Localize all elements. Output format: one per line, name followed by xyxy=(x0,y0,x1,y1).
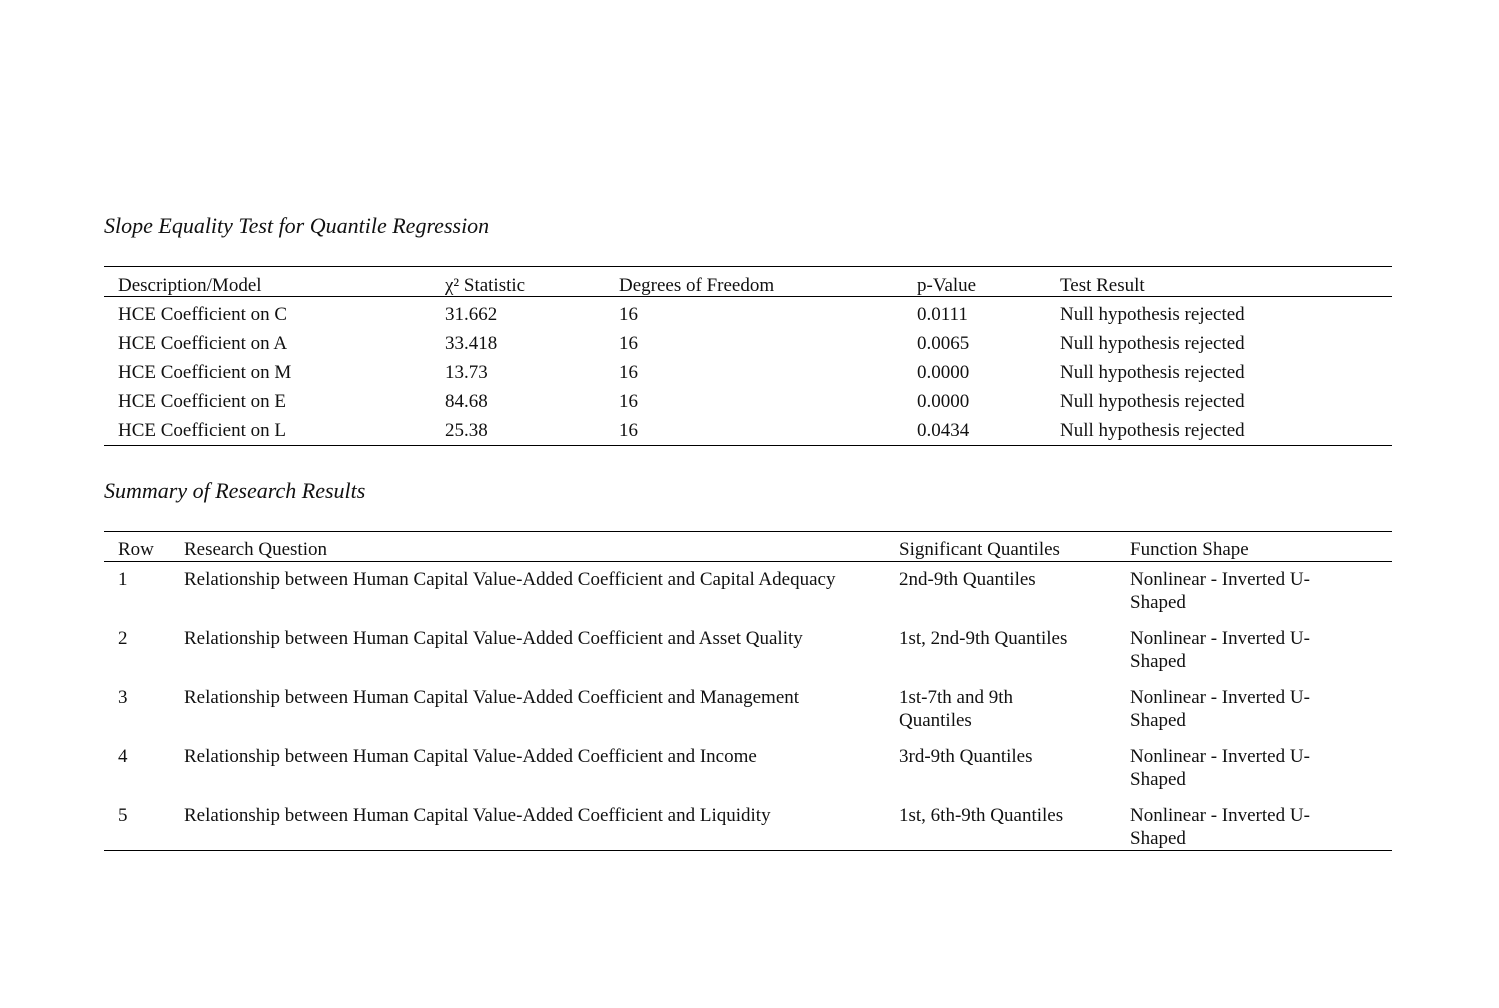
table-row: HCE Coefficient on A 33.418 16 0.0065 Null h… xyxy=(104,329,1392,358)
table-cell: 0.0000 xyxy=(917,391,970,412)
table-cell: 33.418 xyxy=(445,333,498,354)
table-row: 3 Relationship between Human Capital Valu… xyxy=(104,679,1392,738)
table-row: 4 Relationship between Human Capital Valu… xyxy=(104,738,1392,797)
table-cell: 2nd-9th Quantiles xyxy=(899,569,1036,590)
table-row: 5 Relationship between Human Capital Valu… xyxy=(104,797,1392,851)
table-cell: Null hypothesis rejected xyxy=(1060,391,1245,412)
table-cell: Nonlinear - Inverted U-Shaped xyxy=(1130,687,1310,731)
table-cell: 0.0000 xyxy=(917,362,970,383)
table-cell: 16 xyxy=(619,304,638,325)
table-cell: 25.38 xyxy=(445,420,488,441)
table-cell: Relationship between Human Capital Value… xyxy=(184,746,757,767)
column-header: Significant Quantiles xyxy=(899,531,1130,562)
table-cell: 5 xyxy=(118,805,128,826)
table-cell: 2 xyxy=(118,628,128,649)
table-cell: Null hypothesis rejected xyxy=(1060,304,1245,325)
column-header: χ² Statistic xyxy=(445,266,619,297)
column-header: Row xyxy=(104,531,184,562)
slope-equality-table: Description/Model χ² Statistic Degrees o… xyxy=(104,266,1392,446)
table-cell: 3 xyxy=(118,687,128,708)
column-header: Function Shape xyxy=(1130,531,1392,562)
research-summary-table: Row Research Question Significant Quanti… xyxy=(104,531,1392,851)
column-header: Test Result xyxy=(1060,266,1392,297)
table-cell: 0.0434 xyxy=(917,420,970,441)
table-cell: 1st-7th and 9th Quantiles xyxy=(899,687,1013,731)
table-cell: HCE Coefficient on C xyxy=(118,304,288,325)
table-cell: Relationship between Human Capital Value… xyxy=(184,628,803,649)
table-row: HCE Coefficient on M 13.73 16 0.0000 Null hy… xyxy=(104,358,1392,387)
table-cell: 1st, 2nd-9th Quantiles xyxy=(899,628,1068,649)
table-header-row: Description/Model χ² Statistic Degrees o… xyxy=(104,266,1392,297)
table-cell: Nonlinear - Inverted U-Shaped xyxy=(1130,628,1310,672)
table-cell: 16 xyxy=(619,391,638,412)
table-cell: HCE Coefficient on L xyxy=(118,420,286,441)
table-cell: 16 xyxy=(619,333,638,354)
table-cell: 13.73 xyxy=(445,362,488,383)
table-cell: 0.0065 xyxy=(917,333,970,354)
table-cell: 4 xyxy=(118,746,128,767)
table-cell: Relationship between Human Capital Value… xyxy=(184,805,771,826)
table-cell: HCE Coefficient on A xyxy=(118,333,288,354)
table-cell: 31.662 xyxy=(445,304,498,325)
table-cell: HCE Coefficient on M xyxy=(118,362,292,383)
table-cell: 16 xyxy=(619,420,638,441)
table-row: 1 Relationship between Human Capital Valu… xyxy=(104,562,1392,621)
table-header-row: Row Research Question Significant Quanti… xyxy=(104,531,1392,562)
table-cell: Nonlinear - Inverted U-Shaped xyxy=(1130,805,1310,849)
table-cell: Null hypothesis rejected xyxy=(1060,362,1245,383)
table-cell: 1 xyxy=(118,569,128,590)
table-cell: 3rd-9th Quantiles xyxy=(899,746,1033,767)
table-cell: Null hypothesis rejected xyxy=(1060,420,1245,441)
table-row: HCE Coefficient on C 31.662 16 0.0111 Null h… xyxy=(104,297,1392,330)
table-row: HCE Coefficient on L 25.38 16 0.0434 Null hy… xyxy=(104,416,1392,446)
column-header: p-Value xyxy=(917,266,1060,297)
table1-caption: Slope Equality Test for Quantile Regress… xyxy=(104,213,490,238)
column-header: Research Question xyxy=(184,531,899,562)
table-cell: HCE Coefficient on E xyxy=(118,391,286,412)
table-row: HCE Coefficient on E 84.68 16 0.0000 Null hy… xyxy=(104,387,1392,416)
table-cell: Nonlinear - Inverted U-Shaped xyxy=(1130,746,1310,790)
table2-caption: Summary of Research Results xyxy=(104,478,366,503)
table-cell: 0.0111 xyxy=(917,304,968,325)
table-cell: 84.68 xyxy=(445,391,488,412)
table-cell: Relationship between Human Capital Value… xyxy=(184,569,836,590)
table-cell: Relationship between Human Capital Value… xyxy=(184,687,800,708)
table-cell: Null hypothesis rejected xyxy=(1060,333,1245,354)
column-header: Degrees of Freedom xyxy=(619,266,917,297)
table-cell: Nonlinear - Inverted U-Shaped xyxy=(1130,569,1310,613)
table-cell: 1st, 6th-9th Quantiles xyxy=(899,805,1064,826)
table-cell: 16 xyxy=(619,362,638,383)
column-header: Description/Model xyxy=(104,266,445,297)
table-row: 2 Relationship between Human Capital Valu… xyxy=(104,620,1392,679)
